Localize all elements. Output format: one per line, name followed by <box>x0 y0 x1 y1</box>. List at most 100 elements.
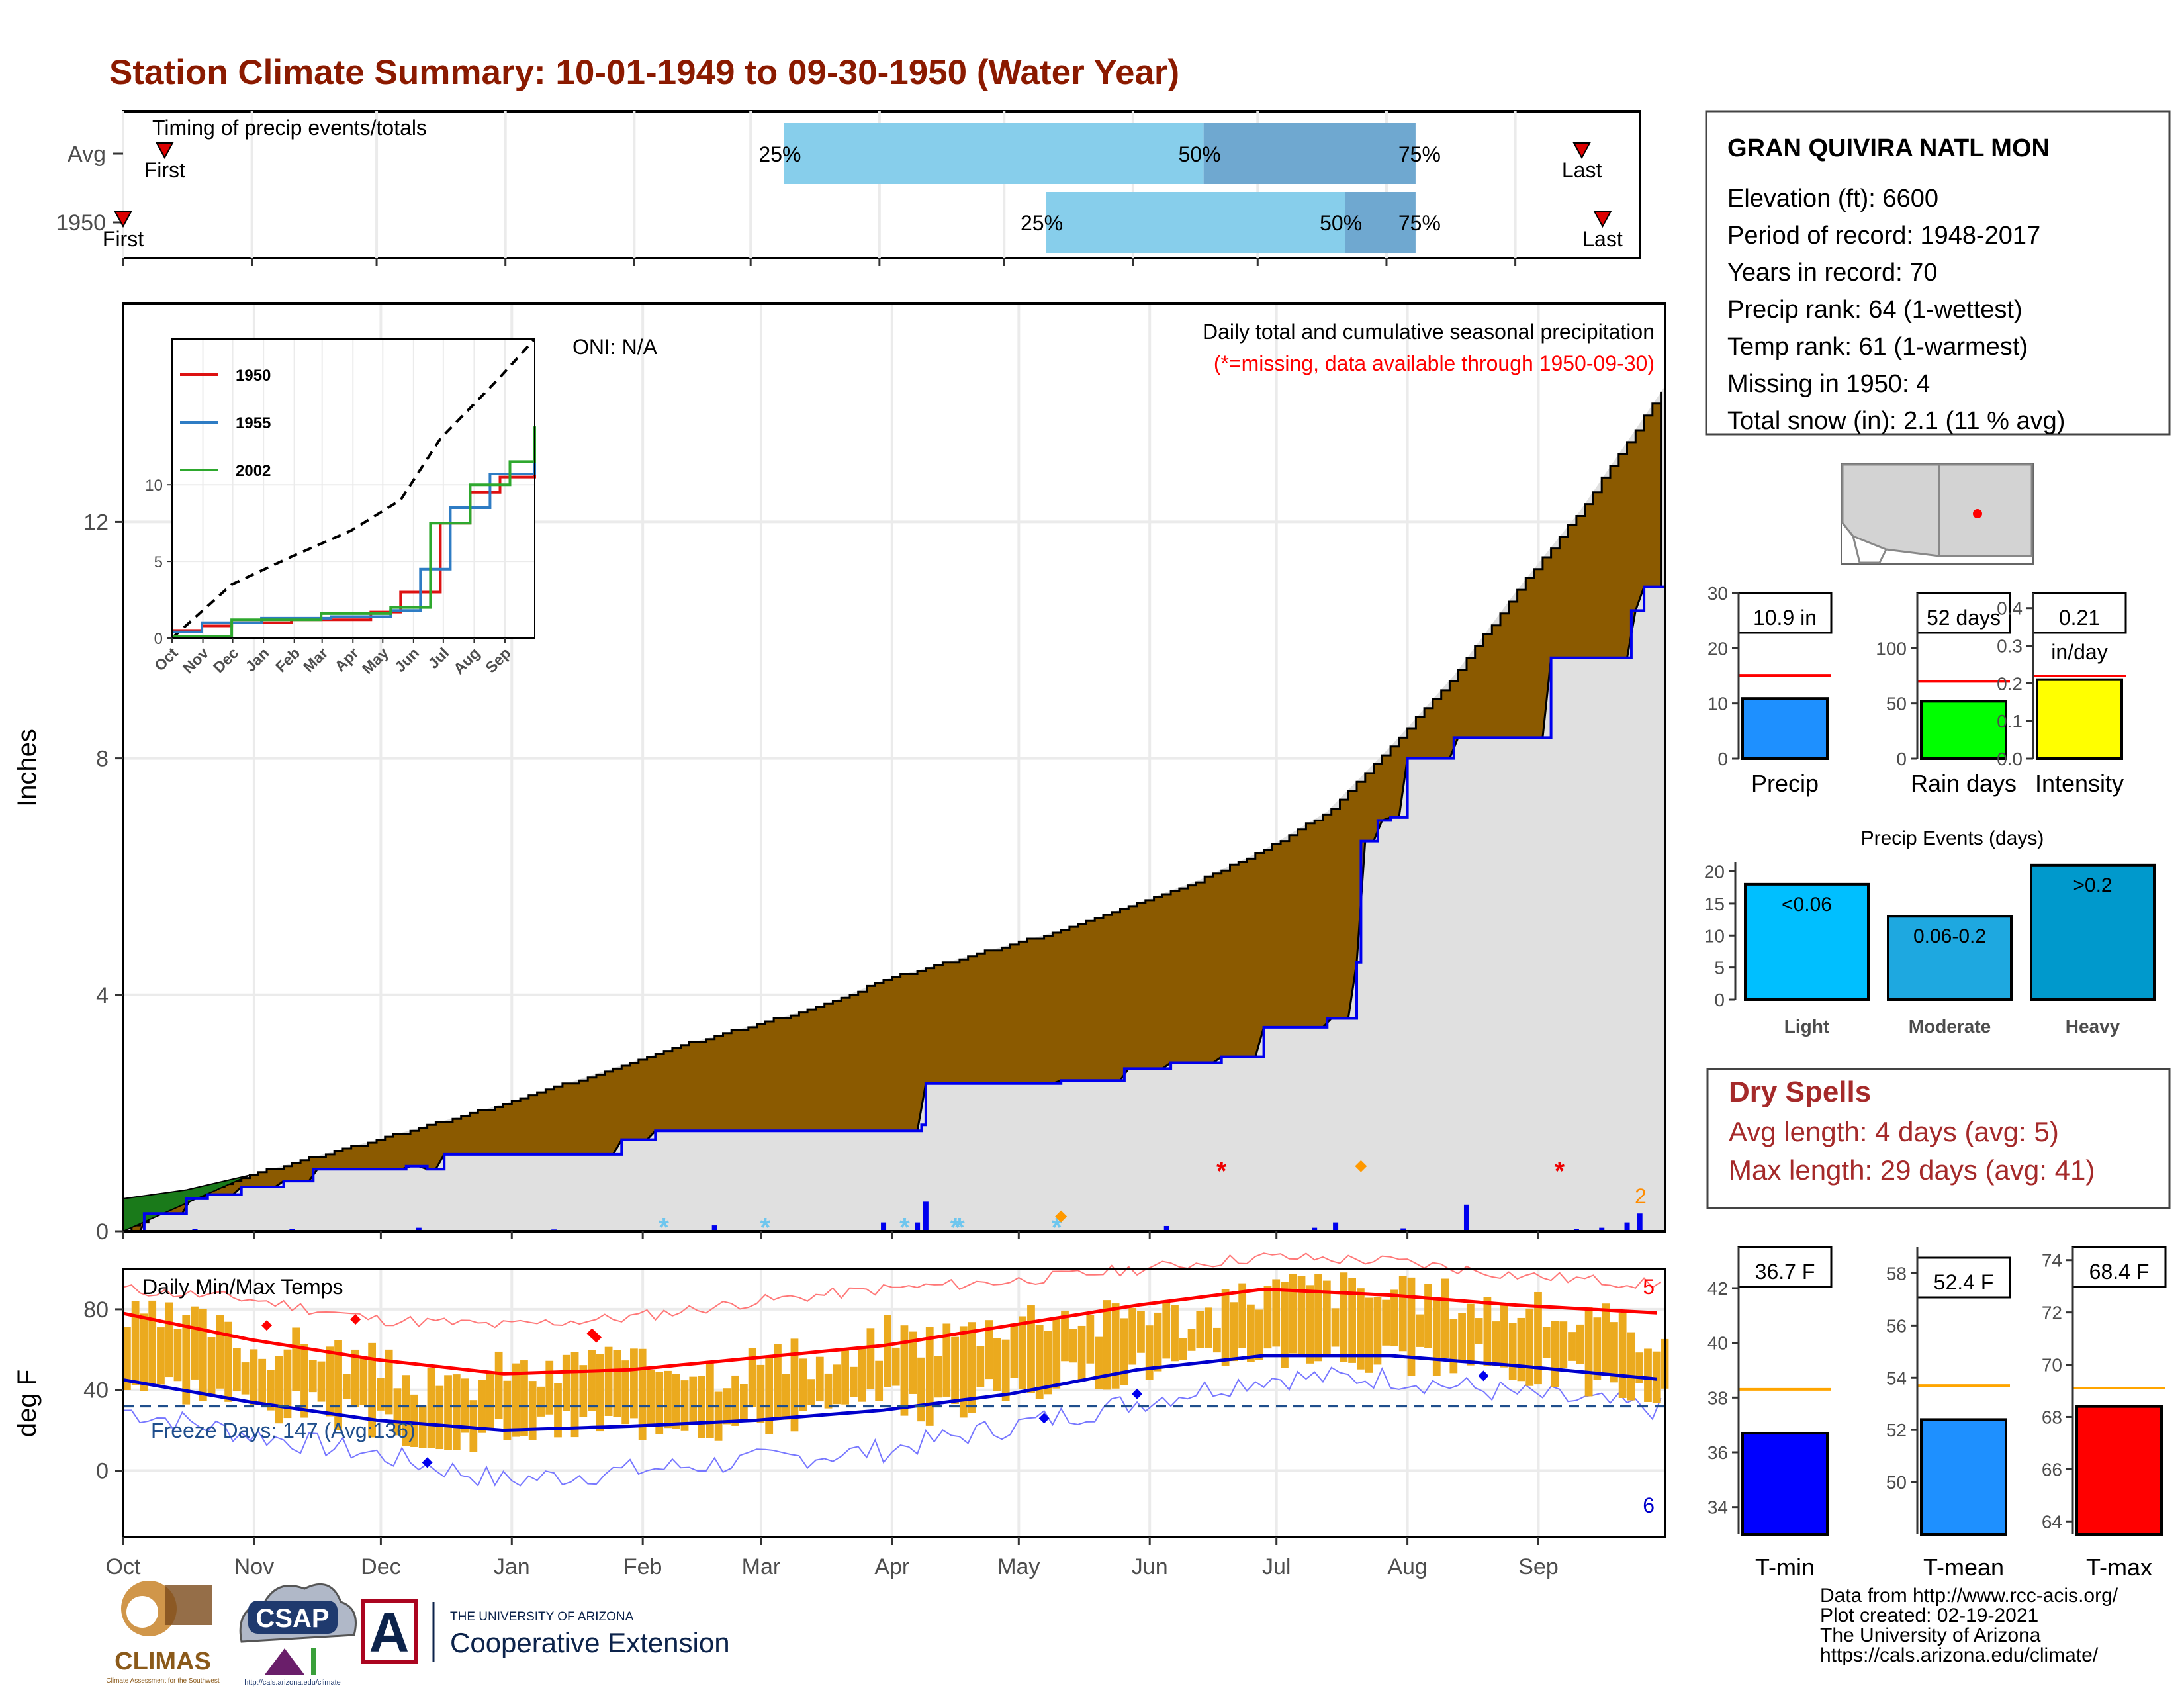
snow-marker <box>1055 1210 1068 1223</box>
timing-p75-label: 75% <box>1398 211 1441 235</box>
daily-temp-band <box>1128 1307 1137 1365</box>
daily-temp-band <box>1230 1302 1238 1362</box>
month-label: Mar <box>742 1554 781 1579</box>
daily-temp-band <box>1568 1332 1576 1361</box>
cumulative-1950-line <box>123 585 1665 1233</box>
daily-temp-band <box>469 1400 478 1452</box>
dry-spells-title: Dry Spells <box>1729 1076 1871 1108</box>
precip-ylabel: Inches <box>13 729 42 807</box>
daily-temp-band <box>1475 1318 1483 1344</box>
inset-gridlines <box>171 339 535 639</box>
daily-temp-band <box>698 1376 705 1438</box>
daily-temp-band <box>756 1364 765 1423</box>
daily-temp-band <box>326 1346 334 1417</box>
value-box <box>2032 592 2127 634</box>
daily-temp-band <box>267 1370 275 1411</box>
last-event-label: Last <box>1562 158 1602 182</box>
credit-line: Data from http://www.rcc-acis.org/ <box>1820 1585 2118 1607</box>
timing-p50-label: 50% <box>1179 142 1221 166</box>
station-line: Missing in 1950: 4 <box>1727 370 1930 398</box>
daily-temp-band <box>1517 1317 1525 1382</box>
season-bars: 0 10 20 30 10.9 in Precip 0 50 100 52 days Rain da… <box>1707 583 2127 797</box>
inset-series-2002 <box>172 426 536 638</box>
daily-temp-band <box>1416 1314 1424 1347</box>
inset-y-tick-label: 10 <box>145 477 163 494</box>
event-bar-moderate <box>1887 915 2013 1001</box>
daily-temp-band <box>976 1346 985 1387</box>
y-tick-label: 0 <box>1896 749 1907 769</box>
csap-text: CSAP <box>255 1604 329 1633</box>
y-tick-label: 34 <box>1707 1497 1728 1518</box>
first-event-label: First <box>103 227 144 251</box>
y-tick-label: 50 <box>1886 694 1907 714</box>
daily-temp-band <box>1077 1325 1086 1382</box>
precip-events-chart: Precip Events (days) 0 5 10 15 20 <0.06 Light 0.… <box>1704 827 2164 1037</box>
daily-temp-band <box>1322 1280 1331 1354</box>
missing-data-marker: * <box>950 1213 961 1243</box>
daily-temp-band <box>833 1364 841 1405</box>
y-tick-label: 0.0 <box>1997 749 2023 769</box>
daily-temp-band <box>1238 1283 1247 1348</box>
event-category-label: Light <box>1784 1016 1829 1037</box>
daily-temp-band <box>359 1356 368 1405</box>
daily-temp-band <box>596 1354 604 1432</box>
daily-temp-band <box>537 1386 545 1417</box>
daily-temp-band <box>1263 1286 1272 1349</box>
events-y-tick-label: 15 <box>1704 894 1725 914</box>
daily-temp-band <box>765 1355 774 1434</box>
daily-temp-band <box>1187 1329 1196 1351</box>
y-tick-label: 38 <box>1707 1387 1728 1408</box>
daily-temp-band <box>1398 1276 1407 1352</box>
daily-temp-band <box>1001 1339 1010 1401</box>
record-high-marker <box>590 1332 602 1343</box>
daily-temp-band <box>1171 1305 1179 1362</box>
y-tick-label: 0.2 <box>1997 673 2023 694</box>
daily-temp-band <box>1061 1310 1069 1362</box>
daily-temp-band <box>891 1347 900 1386</box>
daily-temp-band <box>588 1350 596 1411</box>
credit-line: Plot created: 02-19-2021 <box>1820 1605 2038 1626</box>
daily-temp-band <box>638 1348 647 1440</box>
inset-legend-label: 1955 <box>236 414 271 432</box>
daily-temp-band <box>182 1315 191 1405</box>
daily-temp-band <box>224 1321 232 1402</box>
inset-normal-line <box>171 338 536 639</box>
y-tick-label: 40 <box>1707 1333 1728 1354</box>
daily-temp-band <box>317 1361 326 1402</box>
daily-temp-band <box>494 1351 503 1419</box>
timing-row-label: Avg <box>68 142 106 167</box>
missing-data-marker: * <box>1216 1157 1227 1186</box>
daily-temp-band <box>1559 1321 1568 1368</box>
temp-panel: 0 40 80 Oct Nov Dec Jan Feb Mar Apr May Jun Jul Aug S… <box>13 1252 1669 1579</box>
daily-temp-band <box>740 1384 748 1422</box>
daily-temp-band <box>1492 1321 1500 1366</box>
value-box <box>1737 1246 1833 1288</box>
precip-markers: * * * ** ** * <box>659 1157 1565 1243</box>
daily-temp-band <box>1627 1332 1635 1401</box>
y-tick-label: 50 <box>1886 1472 1907 1493</box>
daily-temp-band <box>554 1383 562 1438</box>
csap-url: http://cals.arizona.edu/climate <box>244 1679 341 1687</box>
missing-data-marker: * <box>954 1213 965 1243</box>
value-bar <box>1920 1418 2007 1536</box>
daily-temp-band <box>1297 1276 1306 1356</box>
timing-panel: Avg 25% 50% 75% First Last 1950 25% 50% 75% First L… <box>56 110 1641 266</box>
temp-x-axis: Oct Nov Dec Jan Feb Mar Apr May Jun Jul Aug Sep <box>106 1537 1559 1579</box>
season-bar-intensity: 0.0 0.1 0.2 0.3 0.4 0.21 in/day Intensity <box>1997 592 2127 797</box>
daily-temp-band <box>951 1336 959 1404</box>
daily-temp-band <box>444 1375 452 1450</box>
value-label: 0.21 <box>2059 606 2100 630</box>
precip-panel: * * * ** ** * 0 4 8 12 Inches Daily total and cu… <box>13 302 1666 1244</box>
daily-temp-band <box>1205 1307 1212 1348</box>
precip-y-tick-label: 12 <box>83 510 109 535</box>
freeze-label: Freeze Days: 147 (Avg:136) <box>151 1419 416 1442</box>
daily-temp-band <box>292 1327 300 1391</box>
daily-precip-bar <box>1463 1204 1469 1231</box>
footer: Data from http://www.rcc-acis.org/Plot c… <box>106 1581 2118 1687</box>
daily-temp-band <box>925 1327 934 1426</box>
daily-temp-band <box>300 1344 308 1418</box>
daily-temp-band <box>1255 1309 1263 1360</box>
daily-temp-band <box>1027 1305 1035 1393</box>
value-label: 36.7 F <box>1755 1260 1815 1284</box>
daily-temp-band <box>427 1368 435 1449</box>
